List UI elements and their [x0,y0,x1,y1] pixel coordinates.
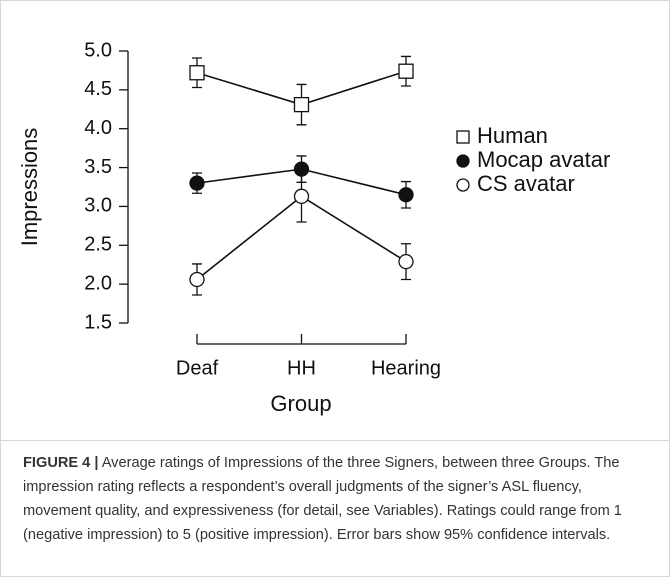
data-point [189,65,205,81]
data-point [398,253,414,270]
y-tick-label: 4.0 [84,117,112,139]
y-tick-label: 2.0 [84,272,112,294]
y-tick-label: 2.5 [84,234,112,256]
x-axis-label: Group [270,391,331,416]
x-tick-label: Deaf [176,357,219,379]
data-point [398,187,414,203]
legend-label: CS avatar [477,171,575,196]
legend-label: Human [477,123,548,148]
data-point [293,96,310,113]
separator [1,440,669,441]
y-tick-label: 4.5 [84,78,112,100]
y-tick-label: 3.0 [84,195,112,217]
x-tick-label: HH [287,357,316,379]
data-point [189,271,205,288]
y-tick-label: 1.5 [84,311,112,333]
data-point [398,63,414,79]
y-tick-label: 5.0 [84,39,112,61]
x-tick-label: Hearing [371,357,441,379]
caption-text: Average ratings of Impressions of the th… [23,455,622,543]
caption-label: FIGURE 4 | [23,455,99,471]
legend-symbol [456,130,470,144]
legend-symbol [456,178,470,192]
y-axis-label: Impressions [17,128,42,247]
caption: FIGURE 4 | Average ratings of Impression… [23,451,648,547]
data-point [293,188,310,204]
legend-symbol [456,154,470,168]
chart: Impressions Group 1.5 2.0 2.5 3.0 3.5 4.0 4.5 5… [17,39,610,416]
data-point [189,175,205,191]
y-tick-label: 3.5 [84,156,112,178]
legend-label: Mocap avatar [477,147,610,172]
